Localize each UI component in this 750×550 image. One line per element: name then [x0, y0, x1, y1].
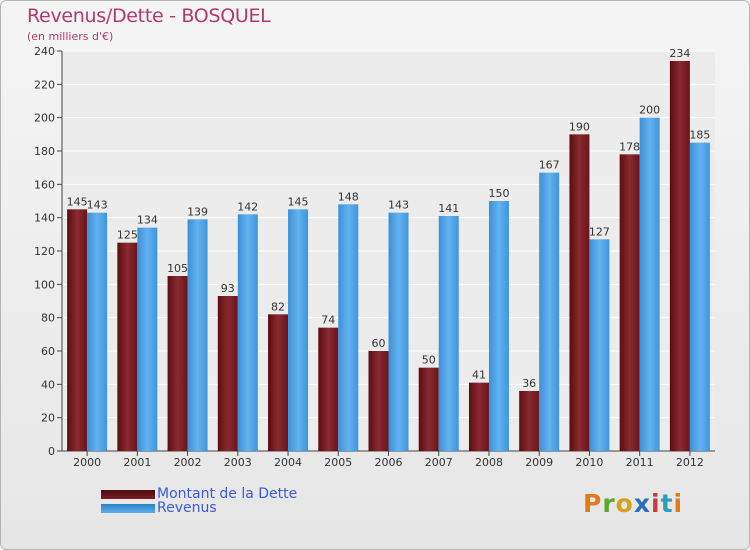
y-tick-label: 40 — [41, 378, 55, 391]
y-tick-label: 0 — [48, 445, 55, 458]
y-tick-label: 140 — [34, 212, 55, 225]
data-label-revenus: 139 — [187, 205, 208, 218]
bar-revenus — [87, 212, 108, 451]
data-label-revenus: 150 — [488, 187, 509, 200]
data-label-debt: 145 — [67, 195, 88, 208]
x-tick-label: 2007 — [425, 456, 453, 469]
y-tick-label: 120 — [34, 245, 55, 258]
bar-debt — [669, 61, 690, 451]
data-label-debt: 50 — [422, 354, 436, 367]
bar-revenus — [589, 239, 610, 451]
x-tick-label: 2010 — [575, 456, 603, 469]
proxiti-logo: Proxiti — [583, 489, 684, 518]
legend: Montant de la Dette Revenus — [101, 487, 297, 515]
x-tick-label: 2006 — [375, 456, 403, 469]
data-label-revenus: 167 — [539, 159, 560, 172]
bar-revenus — [438, 216, 459, 451]
x-tick-label: 2011 — [626, 456, 654, 469]
data-label-revenus: 134 — [137, 214, 158, 227]
data-label-revenus: 127 — [589, 225, 610, 238]
legend-item-debt: Montant de la Dette — [101, 487, 297, 501]
bar-debt — [117, 242, 138, 451]
data-label-debt: 105 — [167, 262, 188, 275]
y-tick-label: 200 — [34, 112, 55, 125]
bar-revenus — [488, 201, 509, 451]
data-label-debt: 190 — [569, 120, 590, 133]
x-tick-label: 2001 — [123, 456, 151, 469]
data-label-revenus: 143 — [87, 199, 108, 212]
bar-revenus — [539, 172, 560, 451]
bar-revenus — [288, 209, 309, 451]
data-label-revenus: 185 — [689, 129, 710, 142]
legend-item-revenus: Revenus — [101, 501, 297, 515]
legend-swatch-debt — [101, 489, 155, 499]
bar-revenus — [237, 214, 258, 451]
bar-revenus — [137, 227, 158, 451]
bar-revenus — [338, 204, 359, 451]
bar-revenus — [639, 117, 660, 452]
bar-debt — [318, 327, 339, 451]
chart-title: Revenus/Dette - BOSQUEL — [27, 5, 271, 27]
data-label-revenus: 143 — [388, 199, 409, 212]
y-tick-label: 80 — [41, 312, 55, 325]
data-label-revenus: 200 — [639, 104, 660, 117]
bar-revenus — [689, 142, 710, 451]
y-tick-label: 240 — [34, 45, 55, 58]
data-label-debt: 234 — [669, 47, 690, 60]
x-tick-label: 2002 — [174, 456, 202, 469]
bar-debt — [268, 314, 289, 451]
bar-revenus — [388, 212, 409, 451]
y-tick-label: 180 — [34, 145, 55, 158]
data-label-debt: 178 — [619, 140, 640, 153]
y-tick-label: 160 — [34, 178, 55, 191]
bar-debt — [519, 391, 540, 451]
y-tick-label: 20 — [41, 412, 55, 425]
x-tick-label: 2009 — [525, 456, 553, 469]
data-label-revenus: 141 — [438, 202, 459, 215]
x-tick-label: 2000 — [73, 456, 101, 469]
chart-subtitle: (en milliers d'€) — [27, 30, 114, 43]
data-label-revenus: 148 — [338, 190, 359, 203]
y-tick-label: 220 — [34, 78, 55, 91]
legend-label-revenus: Revenus — [157, 500, 217, 516]
data-label-debt: 60 — [372, 337, 386, 350]
bar-debt — [619, 154, 640, 452]
data-label-debt: 93 — [221, 282, 235, 295]
data-label-revenus: 145 — [288, 195, 309, 208]
x-tick-label: 2012 — [676, 456, 704, 469]
data-label-debt: 36 — [522, 377, 536, 390]
data-label-revenus: 142 — [237, 200, 258, 213]
bar-debt — [368, 351, 389, 451]
y-tick-label: 60 — [41, 345, 55, 358]
data-label-debt: 82 — [271, 300, 285, 313]
x-tick-label: 2008 — [475, 456, 503, 469]
legend-swatch-revenus — [101, 503, 155, 513]
bar-debt — [418, 367, 439, 451]
bar-debt — [217, 296, 238, 451]
data-label-debt: 125 — [117, 229, 138, 242]
legend-label-debt: Montant de la Dette — [157, 486, 298, 502]
bar-debt — [468, 382, 489, 451]
data-label-debt: 74 — [321, 314, 335, 327]
x-tick-label: 2003 — [224, 456, 252, 469]
y-tick-label: 100 — [34, 278, 55, 291]
x-tick-label: 2005 — [324, 456, 352, 469]
data-label-debt: 41 — [472, 369, 486, 382]
bar-debt — [569, 134, 590, 452]
bar-debt — [67, 209, 88, 451]
x-tick-label: 2004 — [274, 456, 302, 469]
bar-revenus — [187, 219, 208, 451]
bar-debt — [167, 276, 188, 451]
